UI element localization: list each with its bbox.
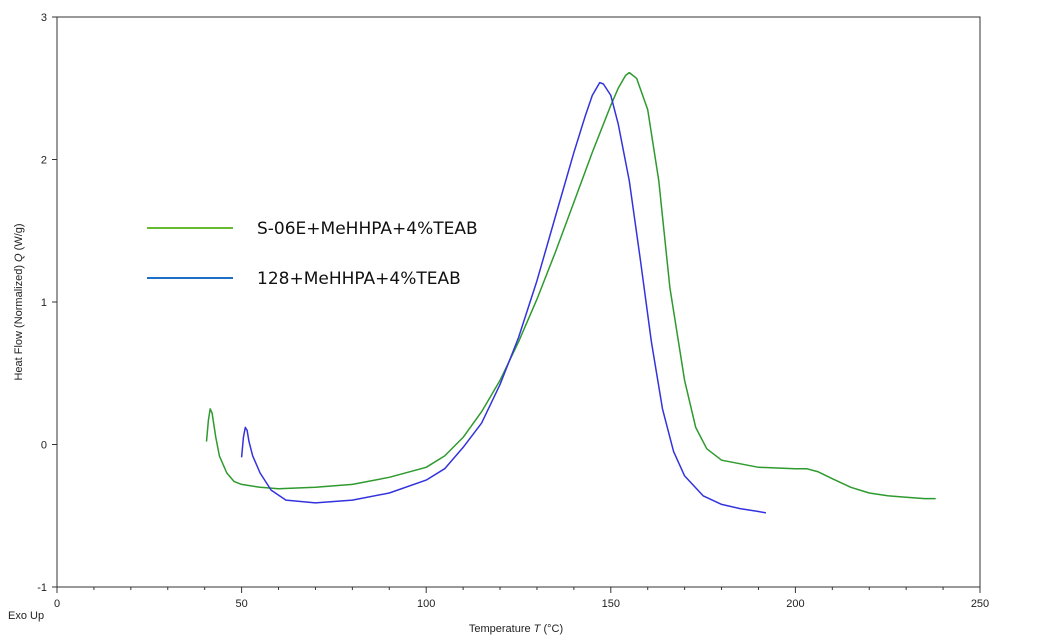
y-tick-label: -1 bbox=[37, 582, 47, 594]
x-tick-label: 250 bbox=[971, 598, 989, 610]
series-line-1 bbox=[205, 71, 936, 500]
x-axis-label: Temperature T (°C) bbox=[469, 623, 563, 635]
x-tick-label: 0 bbox=[54, 598, 60, 610]
y-axis-label-name: Heat Flow (Normalized) bbox=[13, 265, 25, 381]
x-tick-label: 150 bbox=[602, 598, 620, 610]
axis-ticks: 0 50 100 150 200 250 -1 0 1 2 3 bbox=[37, 12, 989, 610]
x-axis-label-symbol: T bbox=[534, 623, 542, 635]
y-axis-label: Heat Flow (Normalized) Q (W/g) bbox=[13, 223, 25, 380]
x-tick-label: 100 bbox=[417, 598, 435, 610]
y-axis-label-unit: (W/g) bbox=[13, 223, 25, 250]
x-axis-label-name: Temperature bbox=[469, 623, 531, 635]
legend-label-2: 128+MeHHPA+4%TEAB bbox=[257, 269, 461, 289]
x-tick-label: 50 bbox=[235, 598, 247, 610]
x-axis-label-unit: (°C) bbox=[543, 623, 563, 635]
y-tick-label: 3 bbox=[41, 12, 47, 24]
x-tick-label: 200 bbox=[786, 598, 804, 610]
y-axis-label-symbol: Q bbox=[13, 253, 25, 262]
y-tick-label: 1 bbox=[41, 297, 47, 309]
y-tick-label: 0 bbox=[41, 440, 47, 452]
legend-label-1: S-06E+MeHHPA+4%TEAB bbox=[257, 219, 478, 239]
exo-up-label: Exo Up bbox=[8, 610, 45, 622]
series-line-2 bbox=[240, 81, 767, 514]
plot-frame bbox=[56, 16, 981, 588]
y-tick-label: 2 bbox=[41, 155, 47, 167]
series-lines bbox=[205, 71, 936, 514]
legend: S-06E+MeHHPA+4%TEAB 128+MeHHPA+4%TEAB bbox=[147, 219, 478, 289]
